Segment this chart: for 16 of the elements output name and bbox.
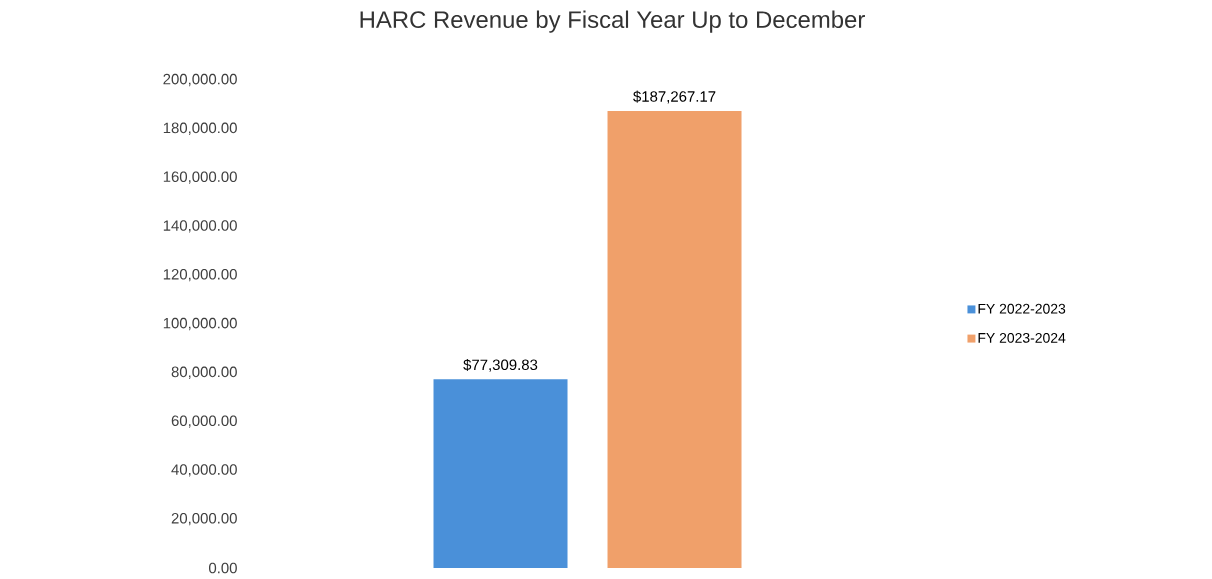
data-label: $187,267.17 [633,90,716,104]
y-tick-label: 140,000.00 [163,220,237,233]
y-tick-label: 20,000.00 [171,513,237,526]
y-tick-label: 40,000.00 [171,464,237,477]
chart-title: HARC Revenue by Fiscal Year Up to December [360,10,865,33]
y-tick-label: 80,000.00 [171,366,237,379]
legend-label: FY 2023-2024 [978,332,1066,343]
y-tick-label: 60,000.00 [171,415,237,428]
y-tick-label: 200,000.00 [163,73,237,87]
y-tick-label: 120,000.00 [163,269,237,282]
legend-label: FY 2022-2023 [978,303,1066,314]
data-label: $77,309.83 [463,358,538,372]
y-tick-label: 0.00 [208,562,237,574]
y-tick-label: 160,000.00 [163,171,237,184]
y-tick-label: 180,000.00 [163,122,237,135]
y-tick-label: 100,000.00 [163,317,237,331]
